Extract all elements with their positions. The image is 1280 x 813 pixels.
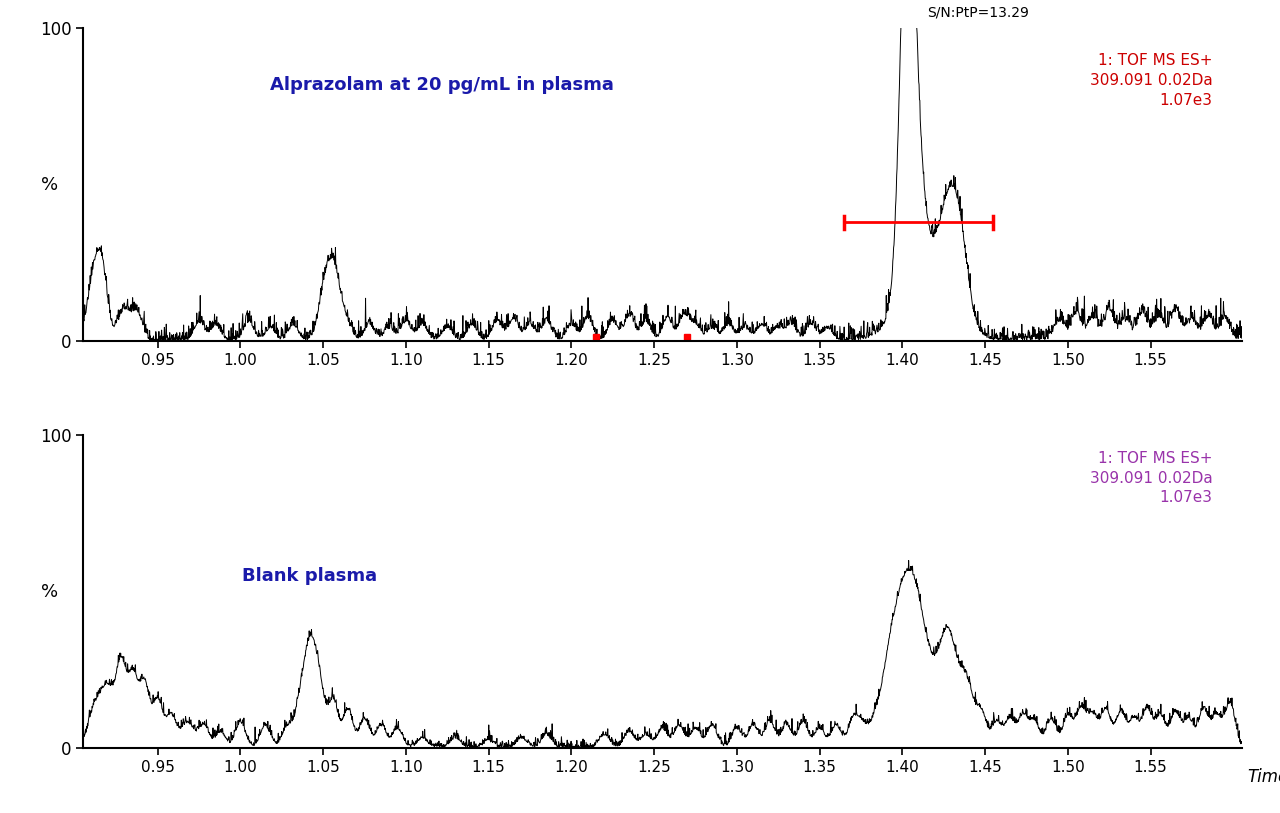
Text: Alprazolam at 20 pg/mL in plasma: Alprazolam at 20 pg/mL in plasma bbox=[270, 76, 614, 93]
Text: 1: TOF MS ES+
309.091 0.02Da
1.07e3: 1: TOF MS ES+ 309.091 0.02Da 1.07e3 bbox=[1089, 450, 1212, 506]
Text: Time: Time bbox=[1248, 768, 1280, 786]
Text: Blank plasma: Blank plasma bbox=[242, 567, 376, 585]
Text: 1: TOF MS ES+
309.091 0.02Da
1.07e3: 1: TOF MS ES+ 309.091 0.02Da 1.07e3 bbox=[1089, 54, 1212, 108]
Text: %: % bbox=[41, 176, 58, 193]
Text: S/N:PtP=13.29: S/N:PtP=13.29 bbox=[927, 5, 1029, 19]
Text: %: % bbox=[41, 583, 58, 601]
